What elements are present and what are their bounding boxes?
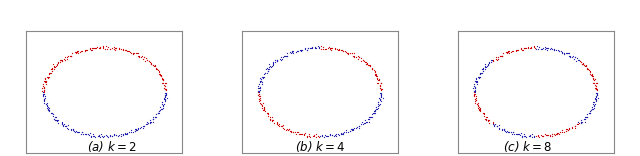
Text: (a) $k = 2$: (a) $k = 2$: [87, 139, 137, 154]
Text: (c) $k = 8$: (c) $k = 8$: [504, 139, 552, 154]
Text: (b) $k = 4$: (b) $k = 4$: [295, 139, 345, 154]
